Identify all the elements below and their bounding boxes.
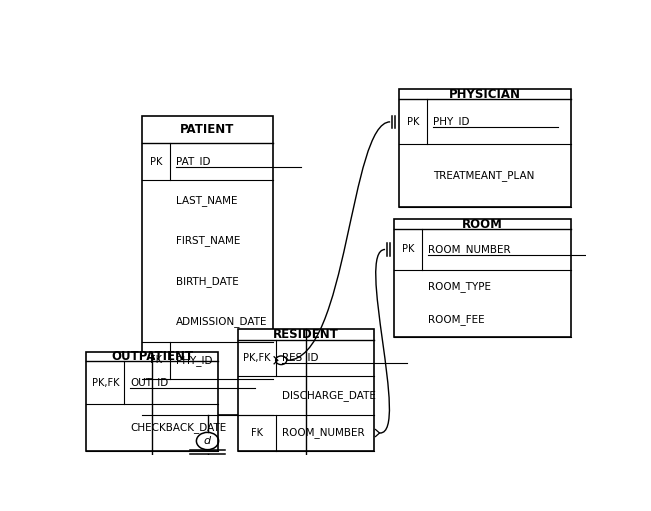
Text: ROOM: ROOM bbox=[462, 218, 503, 230]
Text: RES_ID: RES_ID bbox=[282, 352, 318, 363]
Text: PK: PK bbox=[402, 244, 414, 254]
Text: d: d bbox=[204, 436, 211, 446]
FancyBboxPatch shape bbox=[142, 117, 273, 415]
Text: LAST_NAME: LAST_NAME bbox=[176, 195, 237, 206]
Text: PHY_ID: PHY_ID bbox=[433, 117, 469, 127]
Text: PAT_ID: PAT_ID bbox=[176, 156, 210, 167]
FancyBboxPatch shape bbox=[395, 219, 571, 337]
Text: RESIDENT: RESIDENT bbox=[273, 328, 339, 341]
Text: FK: FK bbox=[251, 428, 263, 438]
Text: PATIENT: PATIENT bbox=[180, 123, 235, 136]
Text: PK: PK bbox=[407, 117, 419, 127]
Text: DISCHARGE_DATE: DISCHARGE_DATE bbox=[282, 390, 376, 401]
Text: PK,FK: PK,FK bbox=[92, 378, 119, 387]
Text: CHECKBACK_DATE: CHECKBACK_DATE bbox=[130, 422, 227, 433]
FancyBboxPatch shape bbox=[238, 329, 374, 451]
FancyBboxPatch shape bbox=[87, 353, 217, 451]
Text: OUTPATIENT: OUTPATIENT bbox=[111, 351, 193, 363]
Text: BIRTH_DATE: BIRTH_DATE bbox=[176, 276, 238, 287]
Text: PK: PK bbox=[150, 157, 162, 167]
Text: ROOM_FEE: ROOM_FEE bbox=[428, 314, 484, 326]
Text: PHY_ID: PHY_ID bbox=[176, 355, 212, 366]
FancyBboxPatch shape bbox=[399, 89, 571, 207]
Text: OUT_ID: OUT_ID bbox=[130, 377, 169, 388]
Text: TREATMEANT_PLAN: TREATMEANT_PLAN bbox=[433, 170, 534, 181]
Text: FK: FK bbox=[150, 355, 162, 365]
Text: PHYSICIAN: PHYSICIAN bbox=[449, 88, 521, 101]
Text: PK,FK: PK,FK bbox=[243, 353, 270, 363]
Text: ADMISSION_DATE: ADMISSION_DATE bbox=[176, 316, 267, 327]
Text: FIRST_NAME: FIRST_NAME bbox=[176, 236, 240, 246]
Text: ROOM_TYPE: ROOM_TYPE bbox=[428, 281, 491, 292]
Text: ROOM_NUMBER: ROOM_NUMBER bbox=[282, 428, 365, 438]
Text: ROOM_NUMBER: ROOM_NUMBER bbox=[428, 244, 510, 255]
